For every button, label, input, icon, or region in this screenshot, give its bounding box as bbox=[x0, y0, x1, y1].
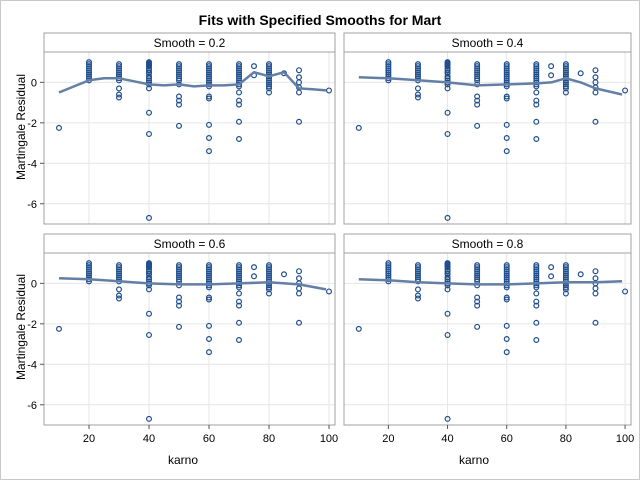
y-tick-label: -6 bbox=[27, 400, 37, 412]
chart-title: Fits with Specified Smooths for Mart bbox=[199, 12, 442, 28]
y-tick-label: -6 bbox=[27, 199, 37, 211]
y-tick-label: -4 bbox=[27, 359, 37, 371]
panel-title: Smooth = 0.6 bbox=[154, 237, 226, 251]
x-tick-label: 60 bbox=[501, 433, 513, 445]
panel-title: Smooth = 0.2 bbox=[154, 36, 226, 50]
x-tick-label: 100 bbox=[320, 433, 338, 445]
x-tick-label: 20 bbox=[382, 433, 394, 445]
panel-title: Smooth = 0.4 bbox=[452, 36, 524, 50]
x-tick-label: 20 bbox=[83, 433, 95, 445]
x-tick-label: 80 bbox=[560, 433, 572, 445]
y-tick-label: 0 bbox=[31, 278, 37, 290]
x-tick-label: 60 bbox=[203, 433, 215, 445]
y-axis-label-bottom: Martingale Residual bbox=[14, 274, 28, 380]
x-tick-label: 40 bbox=[143, 433, 155, 445]
x-axis-label-left: karno bbox=[168, 453, 198, 467]
x-tick-label: 80 bbox=[263, 433, 275, 445]
y-tick-label: 0 bbox=[31, 77, 37, 89]
y-tick-label: -2 bbox=[27, 319, 37, 331]
x-axis-label-right: karno bbox=[459, 453, 489, 467]
y-tick-label: -4 bbox=[27, 158, 37, 170]
y-tick-label: -2 bbox=[27, 118, 37, 130]
y-axis-label-top: Martingale Residual bbox=[14, 74, 28, 180]
x-tick-label: 40 bbox=[441, 433, 453, 445]
x-tick-label: 100 bbox=[616, 433, 634, 445]
panel-title: Smooth = 0.8 bbox=[452, 237, 524, 251]
